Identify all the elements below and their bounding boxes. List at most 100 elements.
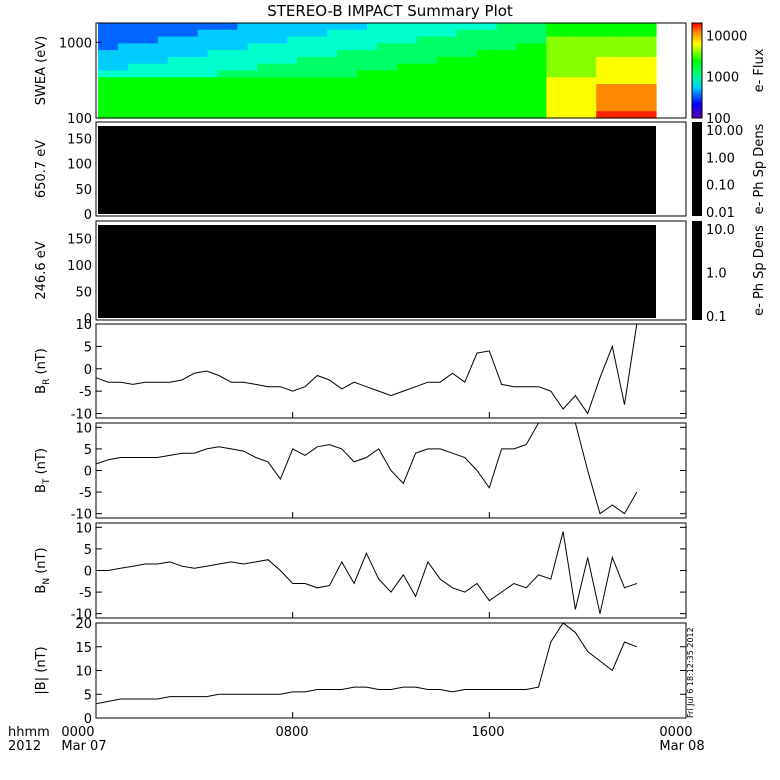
spectrogram-cell [187, 111, 199, 119]
spectrogram-cell [446, 50, 458, 58]
spectrogram-cell [98, 36, 109, 44]
spectrogram-cell [646, 50, 657, 58]
spectrogram-cell [207, 36, 219, 44]
spectrogram-cell [506, 111, 518, 119]
spectrogram-cell [576, 70, 587, 78]
spectrogram-cell [396, 84, 408, 92]
y-tick-label--10: -10 [71, 408, 92, 423]
y-tick-label-5: 5 [84, 340, 92, 355]
timestamp-label: Fri Jul 6 18:12:35 2012 [686, 627, 695, 718]
spectrogram-cell [227, 43, 239, 51]
spectrogram-cell [426, 77, 438, 85]
spectrogram-cell [377, 84, 388, 92]
spectrogram-cell [636, 50, 647, 58]
spectrogram-cell [596, 84, 607, 92]
spectrogram-cell [217, 77, 229, 85]
spectrogram-cell [626, 104, 637, 112]
spectrogram-cell [616, 104, 627, 112]
spectrogram-cell [167, 70, 179, 78]
spectrogram-cell [217, 90, 229, 99]
spectrogram-cell [506, 90, 518, 99]
chart-title: STEREO-B IMPACT Summary Plot [267, 2, 513, 20]
spectrogram-cell [177, 56, 189, 65]
spectrogram-cell [247, 36, 259, 44]
spectrogram-cell [267, 84, 278, 92]
spectrogram-cell [626, 97, 637, 106]
spectrogram-cell [506, 97, 518, 106]
spectrogram-cell [556, 90, 567, 99]
spectrogram-cell [277, 111, 288, 119]
spectrogram-cell [536, 23, 547, 31]
spectrogram-cell [117, 56, 129, 65]
spectrogram-cell [486, 84, 498, 92]
spectrogram-cell [98, 56, 109, 65]
spectrogram-cell [506, 84, 518, 92]
spectrogram-cell [197, 97, 209, 106]
spectrogram-cell [596, 77, 607, 85]
spectrogram-cell [207, 90, 219, 99]
y-axis-label-main: B [34, 385, 49, 394]
spectrogram-cell [137, 77, 149, 85]
spectrogram-cell [167, 29, 179, 38]
spectrogram-cell [526, 50, 538, 58]
spectrogram-cell [566, 111, 577, 119]
spectrogram-cell [456, 77, 468, 85]
spectrogram-cell [117, 77, 129, 85]
spectrogram-cell [197, 23, 209, 31]
spectrogram-cell [496, 36, 508, 44]
spectrogram-cell [626, 70, 637, 78]
y-tick-label-10: 10 [75, 521, 92, 536]
spectrogram-cell [247, 56, 259, 65]
spectrogram-cell [297, 77, 308, 85]
spectrogram-cell [496, 23, 508, 31]
spectrogram-cell [456, 43, 468, 51]
spectrogram-cell [377, 63, 388, 72]
spectrogram-cell [287, 97, 298, 106]
spectrogram-cell [327, 111, 338, 119]
spectrogram-cell [646, 56, 657, 65]
spectrogram-cell [177, 70, 189, 78]
spectrogram-cell [556, 23, 567, 31]
spectrogram-cell [147, 104, 159, 112]
spectrogram-cell [466, 70, 478, 78]
spectrogram-cell [117, 23, 129, 31]
y-tick-label-0: 0 [84, 712, 92, 727]
spectrogram-cell [556, 104, 567, 112]
spectrogram-cell [197, 29, 209, 38]
spectrogram-cell [167, 77, 179, 85]
spectrogram-cell [267, 23, 278, 31]
spectrogram-cell [217, 56, 229, 65]
spectrogram-cell [227, 23, 239, 31]
spectrogram-cell [406, 43, 418, 51]
spectrogram-cell [596, 63, 607, 72]
spectrogram-cell [626, 36, 637, 44]
spectrogram-cell [386, 36, 398, 44]
spectrogram-cell [267, 111, 278, 119]
spectrogram-cell [626, 29, 637, 38]
spectrogram-cell [646, 77, 657, 85]
spectrogram-cell [177, 63, 189, 72]
spectrogram-cell [377, 90, 388, 99]
spectrogram-cell [396, 23, 408, 31]
spectrogram-cell [586, 97, 597, 106]
spectrogram-cell [117, 97, 129, 106]
spectrogram-cell [207, 23, 219, 31]
spectrogram-cell [357, 56, 368, 65]
spectrogram-cell [576, 77, 587, 85]
spectrogram-cell [287, 111, 298, 119]
spectrogram-cell [526, 111, 538, 119]
spectrogram-cell [486, 90, 498, 99]
spectrogram-cell [606, 63, 617, 72]
spectrogram-cell [347, 56, 358, 65]
spectrogram-cell [237, 56, 249, 65]
spectrogram-cell [157, 50, 169, 58]
spectrogram-cell [536, 63, 547, 72]
spectrogram-cell [297, 23, 308, 31]
spectrogram-cell [317, 23, 328, 31]
spectrogram-cell [556, 29, 567, 38]
spectrogram-cell [267, 63, 278, 72]
spectrogram-cell [496, 104, 508, 112]
spectrogram-cell [157, 56, 169, 65]
spectrogram-cell [476, 50, 488, 58]
spectrogram-cell [297, 63, 308, 72]
